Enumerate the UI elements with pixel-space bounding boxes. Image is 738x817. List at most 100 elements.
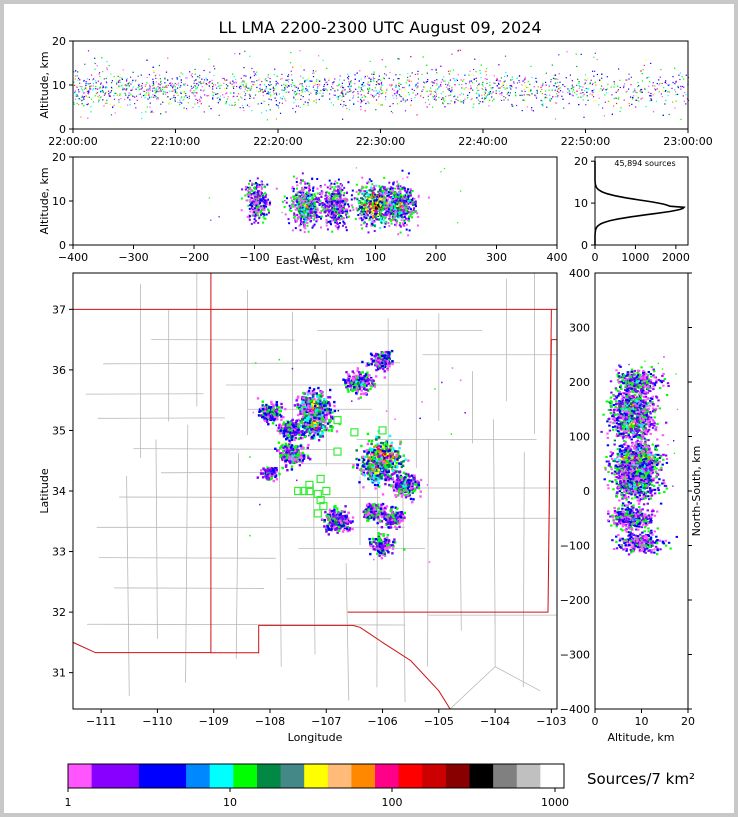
ew-source: [315, 214, 318, 217]
source-point: [149, 89, 151, 91]
source-point: [390, 110, 392, 113]
source-point: [512, 105, 514, 107]
source-point: [188, 95, 190, 97]
source-point: [211, 82, 213, 84]
ew-source: [304, 182, 307, 185]
ew-source: [281, 200, 284, 203]
ew-source: [399, 205, 402, 208]
source-point: [557, 78, 559, 80]
source-point: [361, 84, 363, 86]
source-point: [267, 76, 269, 78]
ew-source: [263, 207, 266, 209]
source-point: [637, 81, 639, 84]
ew-source: [300, 199, 303, 202]
ew-source: [386, 205, 389, 208]
source-point: [118, 101, 120, 103]
source-point: [485, 70, 487, 73]
ew-source: [253, 187, 256, 189]
ew-source: [399, 231, 402, 234]
source-point: [208, 82, 210, 84]
source-point: [233, 92, 235, 94]
source-point: [527, 86, 529, 88]
source-point: [443, 76, 445, 78]
source-point: [296, 92, 298, 95]
source-point: [334, 78, 336, 80]
ew-source: [358, 191, 361, 194]
source-point: [110, 90, 113, 92]
source-point: [152, 87, 154, 90]
source-point: [217, 96, 219, 99]
source-point: [220, 91, 222, 93]
source-point: [178, 84, 180, 86]
source-point: [600, 88, 602, 90]
source-point: [307, 104, 309, 106]
source-point: [571, 87, 574, 89]
ew-source: [256, 189, 259, 192]
source-point: [106, 102, 108, 104]
source-point: [276, 82, 278, 84]
source-point: [556, 93, 558, 95]
source-point: [619, 79, 621, 81]
source-point: [326, 83, 329, 86]
source-point: [630, 84, 632, 86]
ew-source: [303, 213, 306, 216]
ew-source: [387, 198, 390, 201]
ew-source: [333, 218, 336, 221]
source-point: [120, 98, 122, 100]
ew-source: [360, 217, 363, 220]
source-point: [518, 80, 520, 82]
source-point: [95, 88, 97, 90]
ew-source: [387, 211, 390, 214]
source-point: [383, 77, 385, 79]
time-height-ytick-label: 0: [59, 123, 66, 136]
ew-source: [378, 195, 381, 198]
source-point: [153, 70, 155, 72]
source-point: [586, 78, 589, 80]
source-point: [76, 94, 78, 96]
source-point: [580, 86, 582, 88]
ew-source: [257, 214, 260, 217]
source-point: [430, 90, 432, 93]
source-point: [122, 88, 124, 90]
ew-source: [330, 223, 332, 226]
ew-source: [413, 207, 416, 210]
ew-source: [335, 206, 338, 209]
source-point: [585, 104, 587, 106]
ew-source: [379, 211, 382, 214]
ew-source: [372, 215, 375, 218]
source-point: [180, 85, 182, 87]
source-point: [501, 94, 503, 96]
ew-source: [365, 225, 368, 228]
source-point: [162, 86, 164, 88]
source-point: [428, 103, 431, 105]
ew-source: [392, 181, 395, 184]
source-point: [97, 101, 100, 103]
ew-source: [256, 195, 259, 198]
source-point: [91, 74, 93, 76]
ew-source: [329, 222, 332, 225]
ew-source: [380, 198, 383, 201]
ew-source: [366, 213, 369, 216]
source-point: [333, 94, 335, 96]
ew-source: [255, 200, 258, 203]
source-point: [617, 85, 619, 87]
source-point: [191, 76, 193, 78]
ew-source: [359, 200, 362, 203]
source-point: [259, 87, 261, 89]
source-point: [146, 94, 148, 96]
source-point: [381, 59, 383, 61]
source-point: [75, 98, 77, 100]
ew-source: [331, 211, 333, 214]
source-point: [500, 99, 503, 101]
source-point: [558, 54, 560, 56]
source-point: [313, 72, 315, 74]
ew-source: [353, 197, 356, 200]
source-point: [183, 98, 185, 101]
ew-source: [392, 217, 394, 220]
source-point: [482, 81, 484, 83]
source-point: [127, 97, 129, 99]
source-point: [417, 86, 419, 88]
ew-source: [337, 228, 340, 231]
ew-source: [389, 189, 392, 192]
ew-source: [318, 203, 321, 206]
